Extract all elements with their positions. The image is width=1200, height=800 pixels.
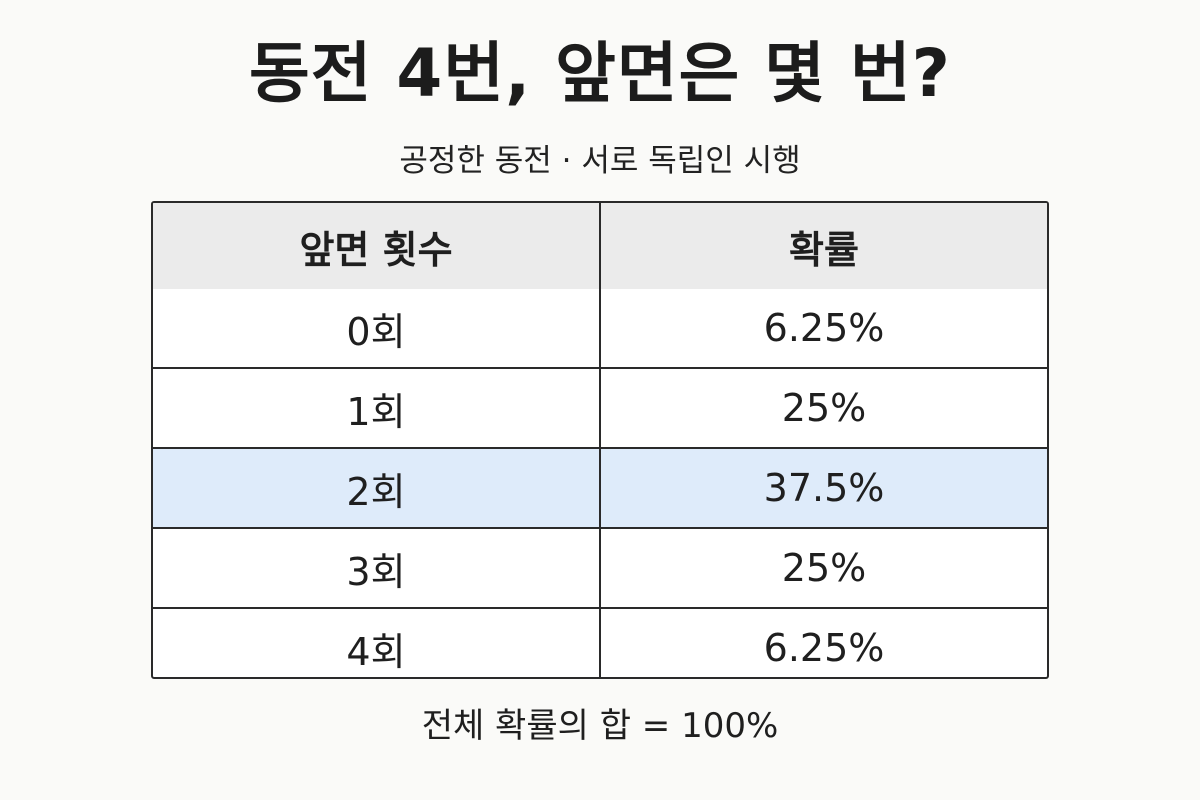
table-row: 0회 6.25% (153, 289, 1047, 368)
cell-probability: 6.25% (599, 289, 1047, 368)
probability-table: 앞면 횟수 확률 0회 6.25% 1회 25% 2회 37.5% 3회 25% (153, 203, 1047, 677)
page-subtitle: 공정한 동전 · 서로 독립인 시행 (399, 143, 801, 179)
cell-heads-count: 1회 (153, 367, 600, 448)
table-row: 4회 6.25% (153, 607, 1047, 677)
header-probability: 확률 (599, 203, 1047, 289)
table-row: 1회 25% (153, 367, 1047, 448)
cell-heads-count: 2회 (153, 447, 600, 528)
page-title: 동전 4번, 앞면은 몇 번? (249, 35, 951, 112)
table-header-row: 앞면 횟수 확률 (153, 203, 1047, 289)
probability-table-container: 앞면 횟수 확률 0회 6.25% 1회 25% 2회 37.5% 3회 25% (151, 201, 1049, 679)
cell-heads-count: 4회 (153, 607, 600, 677)
table-row-highlighted: 2회 37.5% (153, 447, 1047, 528)
cell-heads-count: 3회 (153, 527, 600, 608)
cell-heads-count: 0회 (346, 309, 406, 354)
cell-probability: 25% (599, 527, 1047, 608)
cell-probability: 25% (599, 367, 1047, 448)
total-probability-note: 전체 확률의 합 = 100% (421, 706, 779, 746)
table-row: 3회 25% (153, 527, 1047, 608)
header-heads-count: 앞면 횟수 (153, 203, 600, 289)
cell-probability: 6.25% (599, 607, 1047, 677)
cell-probability: 37.5% (599, 447, 1047, 528)
